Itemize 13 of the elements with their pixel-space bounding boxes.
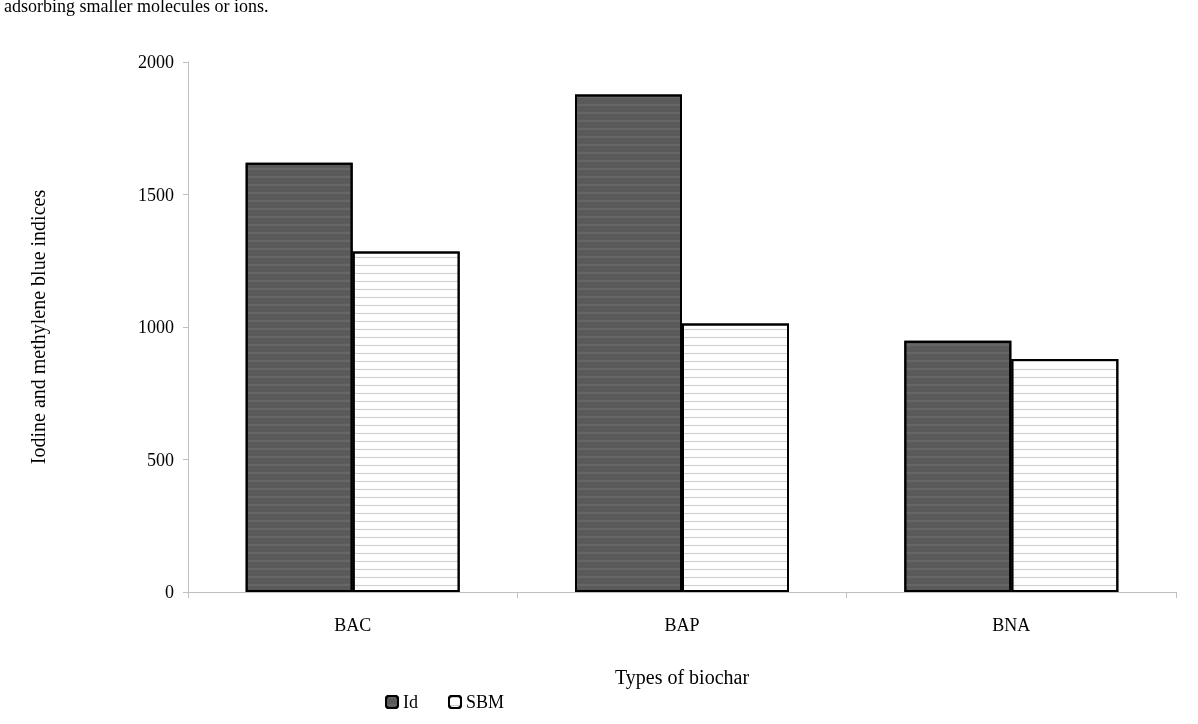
- x-tick-label: BAP: [664, 615, 700, 635]
- y-tick-label: 1000: [138, 317, 174, 337]
- legend-label: SBM: [465, 692, 505, 712]
- x-tick-label: BNA: [992, 615, 1031, 635]
- y-tick-label: 0: [165, 582, 174, 602]
- y-tick-label: 2000: [138, 52, 174, 72]
- text: adsorbing smaller molecules or ions.: [4, 0, 269, 16]
- y-tick-label: 1500: [138, 184, 174, 205]
- legend-label: Id: [403, 692, 418, 712]
- y-tick-label: 500: [147, 449, 174, 470]
- y-axis-title: Iodine and methylene blue indices: [27, 189, 50, 465]
- x-tick-label: BAC: [334, 615, 372, 635]
- x-axis-title: Types of biochar: [614, 666, 750, 689]
